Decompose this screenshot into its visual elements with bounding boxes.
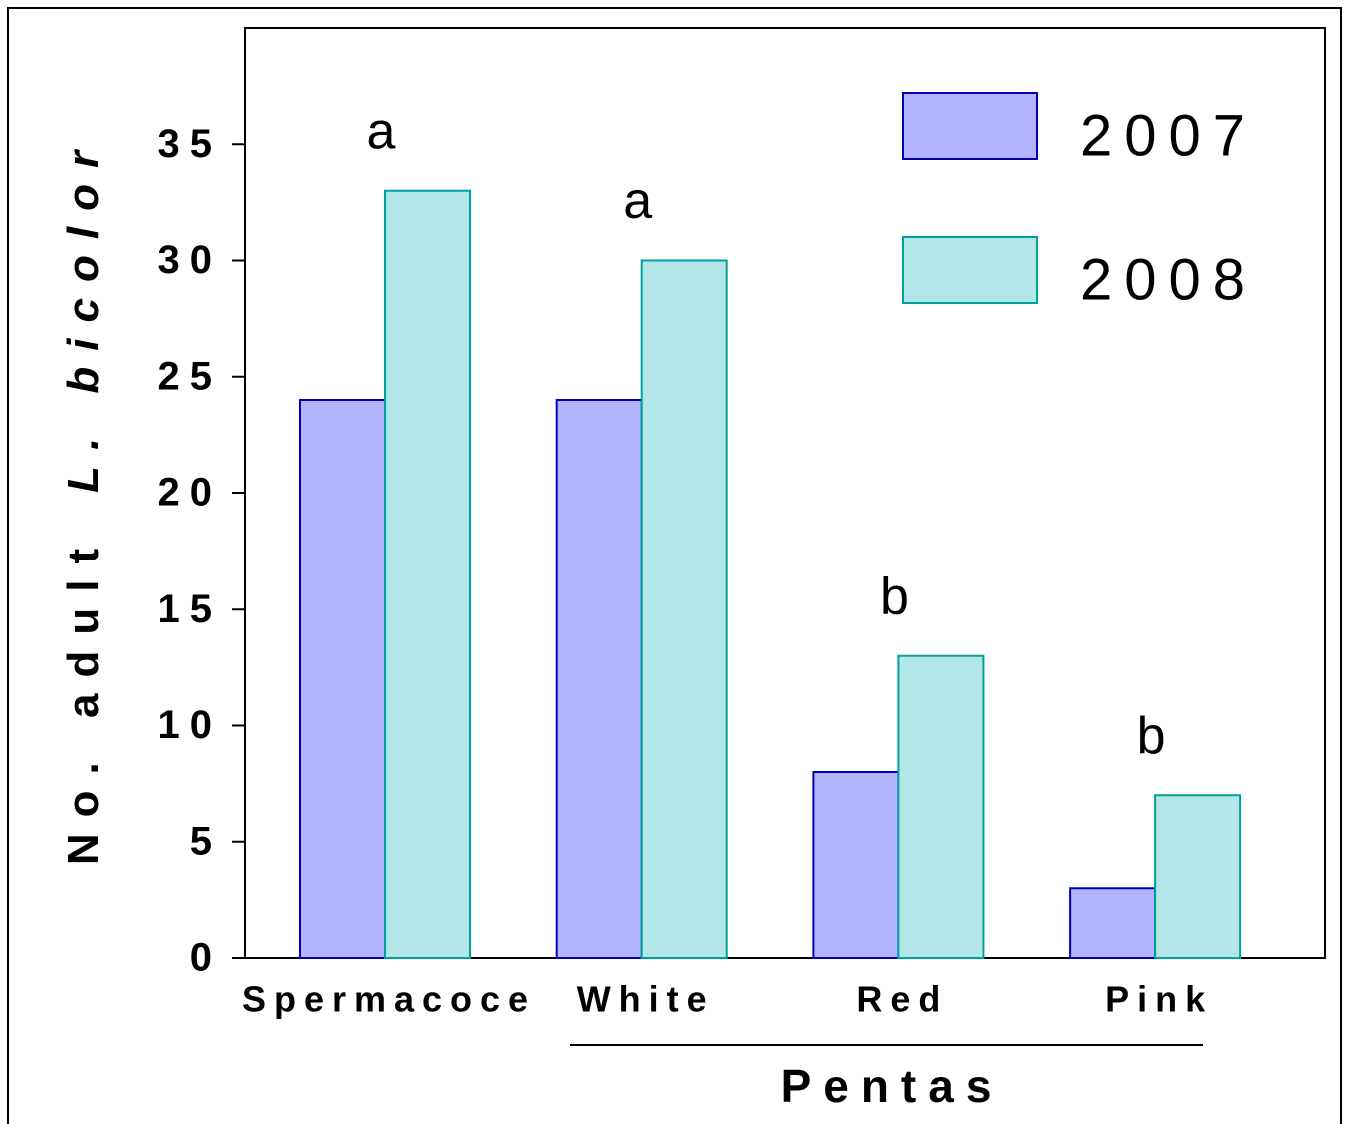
y-tick-label: 5 [190, 819, 222, 863]
y-tick-label: 25 [158, 354, 223, 398]
group-letter: b [880, 567, 909, 625]
y-label-italic: L. bicolor [59, 135, 108, 493]
bar [1069, 887, 1157, 959]
bar [640, 259, 728, 959]
frame [7, 7, 1342, 1124]
x-tick-label: Pink [1105, 979, 1213, 1020]
bar [897, 654, 985, 959]
y-tick-label: 15 [158, 587, 223, 631]
y-tick-label: 35 [158, 122, 223, 166]
group-letter: a [367, 102, 396, 160]
bar [384, 189, 471, 959]
bar [1154, 794, 1242, 959]
bar [299, 399, 386, 959]
y-label-text: No. adult [59, 533, 108, 865]
legend-swatch [902, 92, 1038, 160]
category-group-label: Pentas [781, 1060, 1004, 1112]
group-letter: a [623, 172, 652, 230]
y-axis-label: No. adult L. bicolor [59, 135, 108, 865]
x-tick-label: Red [856, 979, 948, 1020]
x-tick-label: Spermacoce [242, 979, 536, 1020]
legend-label: 2007 [1080, 103, 1257, 168]
y-tick-label: 10 [158, 703, 223, 747]
y-tick-label: 30 [158, 238, 223, 282]
x-tick-label: White [577, 979, 715, 1020]
bar [812, 771, 900, 959]
y-tick-label: 0 [190, 936, 222, 980]
y-tick-label: 20 [158, 471, 223, 515]
group-letter: b [1137, 707, 1166, 765]
legend-label: 2008 [1080, 247, 1257, 312]
legend-swatch [902, 236, 1038, 304]
bar [555, 399, 643, 959]
